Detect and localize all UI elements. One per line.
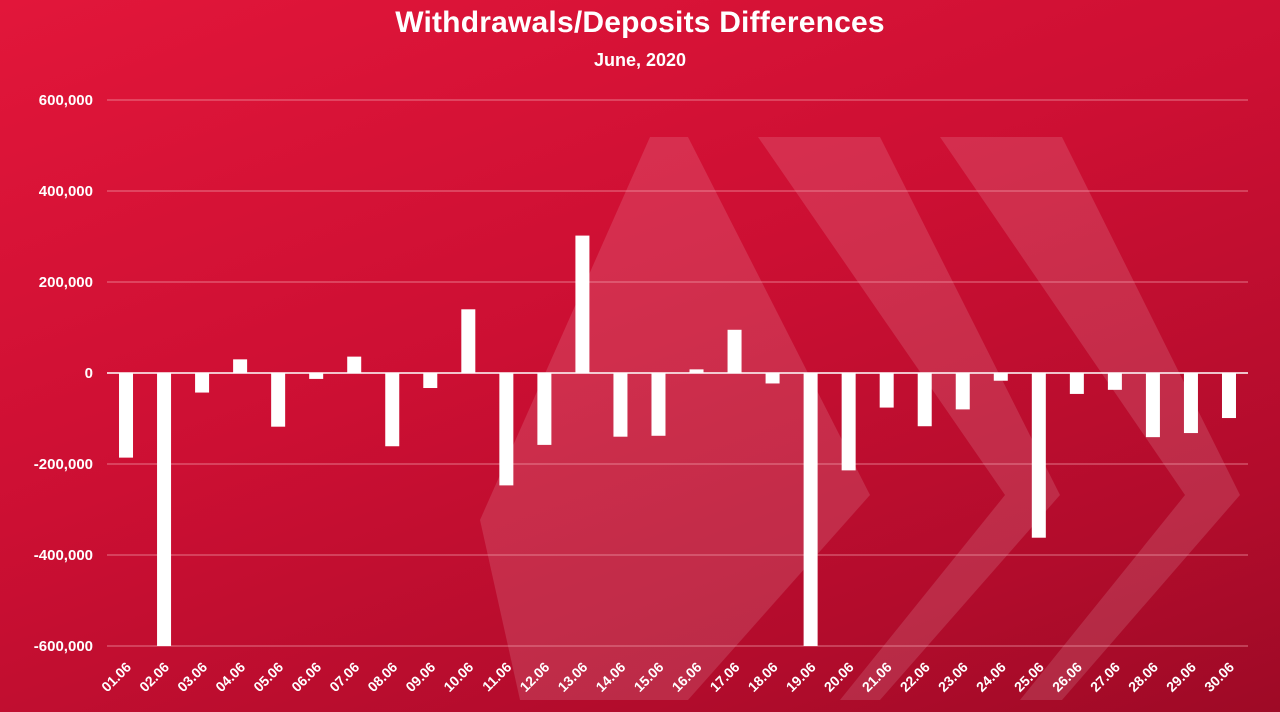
- x-tick-label: 21.06: [859, 659, 895, 695]
- x-tick-label: 04.06: [212, 659, 248, 695]
- x-tick-label: 11.06: [479, 659, 515, 695]
- chart-subtitle: June, 2020: [593, 50, 687, 70]
- bar-21.06: [879, 373, 894, 408]
- x-tick-label: 25.06: [1011, 659, 1047, 695]
- bar-03.06: [195, 373, 210, 393]
- x-tick-label: 09.06: [402, 659, 438, 695]
- x-tick-label: 02.06: [136, 659, 172, 695]
- x-tick-label: 17.06: [707, 659, 743, 695]
- x-tick-label: 06.06: [288, 659, 324, 695]
- x-tick-label: 20.06: [821, 659, 857, 695]
- y-tick-label: 400,000: [39, 183, 93, 200]
- x-tick-label: 29.06: [1163, 659, 1199, 695]
- x-tick-label: 15.06: [631, 659, 667, 695]
- bar-20.06: [841, 373, 856, 471]
- x-tick-label: 26.06: [1049, 659, 1085, 695]
- x-tick-label: 10.06: [440, 659, 476, 695]
- bar-06.06: [309, 373, 324, 379]
- x-tick-label: 08.06: [364, 659, 400, 695]
- x-tick-label: 05.06: [250, 659, 286, 695]
- bar-05.06: [271, 373, 286, 427]
- x-tick-label: 30.06: [1201, 659, 1237, 695]
- bar-10.06: [461, 309, 476, 373]
- x-tick-label: 22.06: [897, 659, 933, 695]
- bar-22.06: [917, 373, 932, 427]
- x-tick-label: 03.06: [174, 659, 210, 695]
- bar-01.06: [119, 373, 134, 458]
- x-tick-label: 28.06: [1125, 659, 1161, 695]
- bar-19.06: [803, 373, 818, 646]
- y-tick-label: -400,000: [34, 547, 93, 564]
- bar-09.06: [423, 373, 438, 389]
- bar-07.06: [347, 356, 362, 373]
- bar-28.06: [1145, 373, 1160, 438]
- chart-title: Withdrawals/Deposits Differences: [395, 6, 885, 39]
- x-tick-label: 24.06: [973, 659, 1009, 695]
- bar-29.06: [1183, 373, 1198, 434]
- x-tick-label: 19.06: [783, 659, 819, 695]
- bar-11.06: [499, 373, 514, 486]
- x-tick-label: 13.06: [554, 659, 590, 695]
- y-tick-label: -200,000: [34, 456, 93, 473]
- y-tick-label: 0: [85, 365, 93, 382]
- bar-25.06: [1031, 373, 1046, 538]
- bar-14.06: [613, 373, 628, 437]
- bar-04.06: [233, 359, 248, 373]
- bar-26.06: [1069, 373, 1084, 394]
- bar-12.06: [537, 373, 552, 445]
- bar-15.06: [651, 373, 666, 436]
- bar-13.06: [575, 235, 590, 373]
- x-tick-label: 14.06: [592, 659, 628, 695]
- bar-16.06: [689, 369, 704, 373]
- x-tick-label: 23.06: [935, 659, 971, 695]
- bar-17.06: [727, 329, 742, 373]
- x-tick-label: 16.06: [669, 659, 705, 695]
- x-tick-label: 27.06: [1087, 659, 1123, 695]
- x-tick-label: 12.06: [516, 659, 552, 695]
- y-tick-label: -600,000: [34, 638, 93, 655]
- y-tick-label: 600,000: [39, 92, 93, 109]
- bar-24.06: [993, 373, 1008, 381]
- bar-30.06: [1221, 373, 1236, 419]
- bar-27.06: [1107, 373, 1122, 390]
- bar-23.06: [955, 373, 970, 410]
- bar-08.06: [385, 373, 400, 447]
- x-tick-label: 01.06: [98, 659, 134, 695]
- y-tick-label: 200,000: [39, 274, 93, 291]
- x-tick-label: 18.06: [745, 659, 781, 695]
- bar-18.06: [765, 373, 780, 384]
- bar-02.06: [157, 373, 172, 646]
- x-tick-label: 07.06: [326, 659, 362, 695]
